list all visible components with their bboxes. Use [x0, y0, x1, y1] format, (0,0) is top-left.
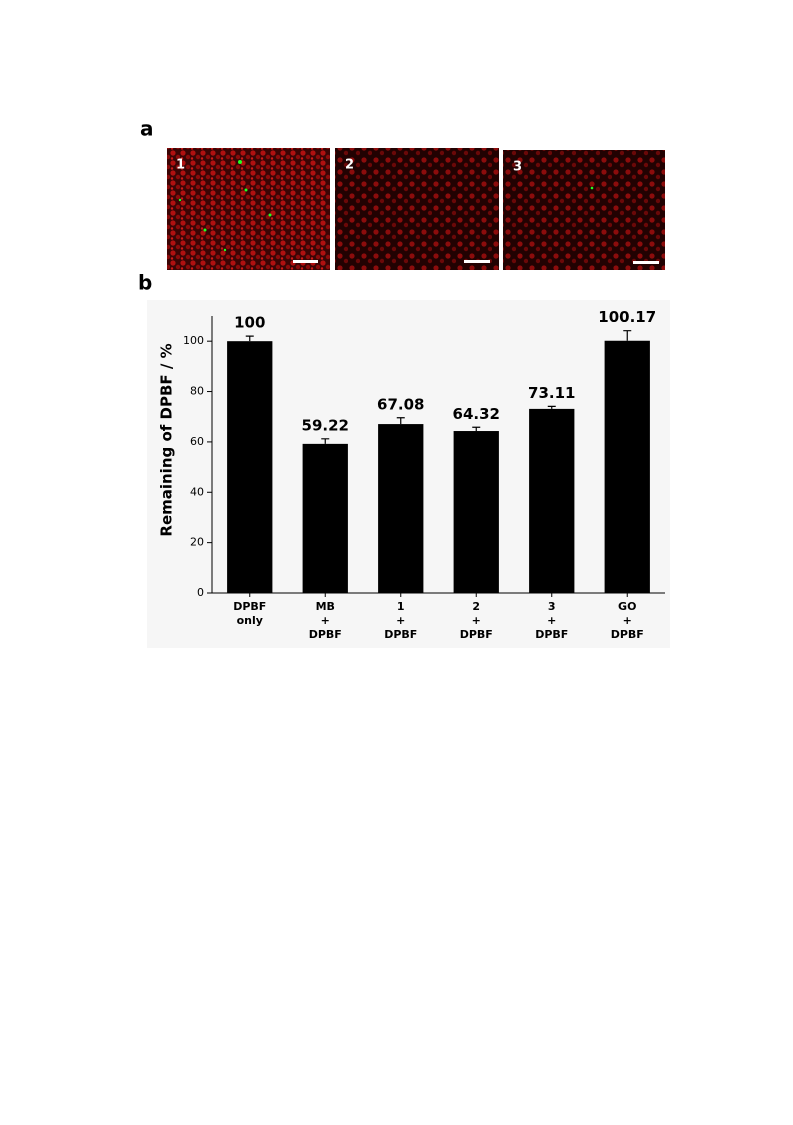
y-tick-label: 20 — [190, 536, 204, 549]
micrograph — [335, 148, 499, 270]
bar — [302, 443, 348, 593]
error-bar — [321, 438, 330, 444]
value-label: 64.32 — [453, 405, 500, 423]
y-tick-label: 0 — [197, 586, 204, 599]
bar — [453, 431, 499, 593]
value-label: 59.22 — [302, 416, 349, 434]
image-label: 2 — [345, 158, 354, 173]
x-tick-label: DPBF — [460, 628, 493, 641]
value-label: 100 — [234, 314, 265, 332]
y-tick-label: 60 — [190, 435, 204, 448]
x-tick-label: + — [472, 614, 481, 627]
x-tick-label: DPBF — [535, 628, 568, 641]
x-tick-label: + — [547, 614, 556, 627]
x-tick-label: + — [623, 614, 632, 627]
x-tick-label: only — [237, 614, 263, 627]
x-tick-label: DPBF — [384, 628, 417, 641]
error-bar — [245, 335, 254, 342]
value-label: 73.11 — [528, 384, 575, 402]
x-tick-label: DPBF — [611, 628, 644, 641]
micrograph — [503, 150, 665, 270]
error-bar — [547, 405, 556, 409]
x-tick-label: 3 — [548, 600, 556, 613]
value-label: 67.08 — [377, 395, 424, 413]
y-tick-label: 40 — [190, 485, 204, 498]
x-tick-label: DPBF — [233, 600, 266, 613]
x-tick-label: 1 — [397, 600, 405, 613]
y-axis-label: Remaining of DPBF / % — [158, 343, 176, 536]
y-tick-label: 80 — [190, 385, 204, 398]
error-bar — [472, 426, 481, 432]
bar — [529, 408, 575, 593]
x-tick-label: GO — [618, 600, 636, 613]
x-tick-label: 2 — [472, 600, 480, 613]
panel-label: a — [140, 117, 154, 141]
panel-label: b — [138, 271, 152, 295]
error-bar — [623, 330, 632, 341]
x-tick-label: + — [396, 614, 405, 627]
bar — [378, 424, 424, 593]
y-tick-label: 100 — [183, 334, 204, 347]
x-tick-label: DPBF — [309, 628, 342, 641]
micrograph — [167, 148, 330, 270]
x-tick-label: + — [321, 614, 330, 627]
error-bar — [396, 417, 405, 425]
x-tick-label: MB — [316, 600, 335, 613]
image-label: 3 — [513, 160, 522, 175]
image-label: 1 — [176, 158, 185, 173]
bar — [604, 340, 650, 593]
bar — [227, 341, 273, 593]
value-label: 100.17 — [598, 308, 656, 326]
